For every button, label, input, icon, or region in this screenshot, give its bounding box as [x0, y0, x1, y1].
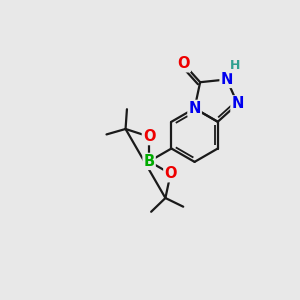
Text: H: H: [230, 59, 240, 72]
Text: N: N: [188, 101, 201, 116]
Text: B: B: [143, 154, 155, 169]
Text: N: N: [220, 72, 233, 87]
Text: O: O: [177, 56, 190, 71]
Text: O: O: [143, 129, 155, 144]
Text: N: N: [231, 96, 244, 111]
Text: O: O: [164, 166, 177, 181]
